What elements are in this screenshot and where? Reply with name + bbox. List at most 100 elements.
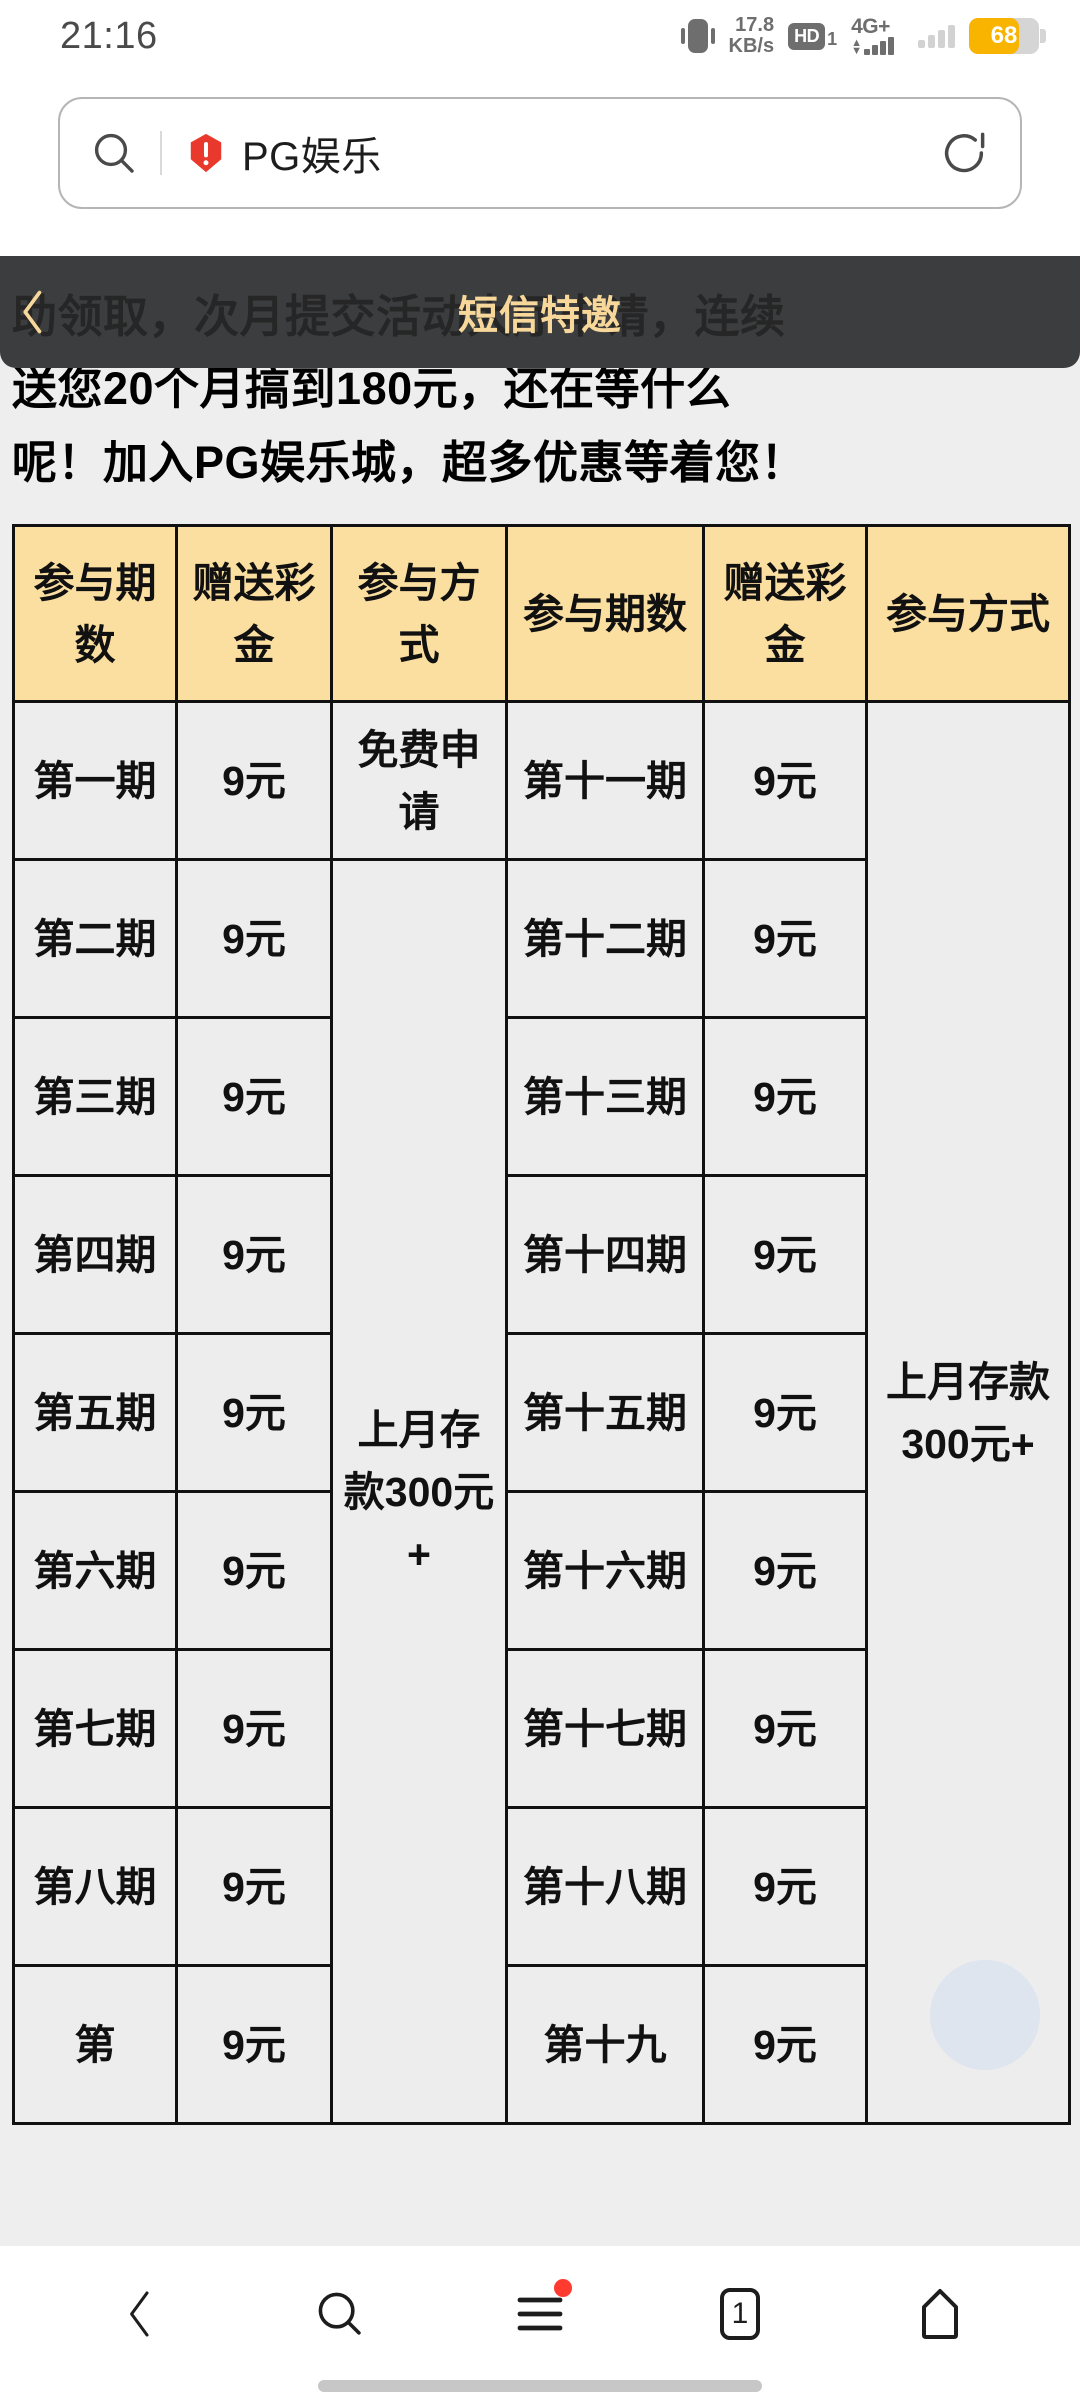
promo-line-3: 呢！加入PG娱乐城，超多优惠等着您！ — [12, 437, 807, 488]
table-body: 第一期 9元 免费申请 第十一期 9元 上月存款300元+ 第二期 9元 上月存… — [12, 700, 1071, 2125]
status-bar: 21:16 17.8 KB/s HD 1 4G+ ▲ ▼ — [0, 0, 1080, 72]
network-speed-value: 17.8 — [735, 14, 775, 36]
cell-period-left: 第七期 — [12, 1648, 178, 1809]
cell-bonus-left: 9元 — [175, 700, 333, 861]
cell-bonus-right: 9元 — [702, 1648, 868, 1809]
promo-line-2: 送您20个月搞到180元，还在等什么 — [12, 363, 732, 414]
cell-period-left: 第一期 — [12, 700, 178, 861]
cell-period-left: 第二期 — [12, 858, 178, 1019]
cell-period-right: 第十三期 — [505, 1016, 705, 1177]
tabs-icon[interactable] — [716, 2284, 764, 2344]
page-header-bar: 助领取，次月提交活动大厅申请，连续 短信特邀 — [0, 256, 1080, 368]
hd-badge-label: HD — [788, 22, 826, 50]
menu-notification-dot — [554, 2279, 572, 2297]
cell-period-right: 第十四期 — [505, 1174, 705, 1335]
cellular-signal-2-icon — [918, 24, 955, 48]
search-divider — [160, 131, 162, 175]
cell-bonus-right: 9元 — [702, 1806, 868, 1967]
col-header-period-right: 参与期数 — [505, 524, 705, 703]
cell-period-right: 第十五期 — [505, 1332, 705, 1493]
cell-bonus-right: 9元 — [702, 1174, 868, 1335]
search-icon[interactable] — [313, 2287, 367, 2341]
cell-period-right: 第十七期 — [505, 1648, 705, 1809]
cell-way-left-free: 免费申请 — [330, 700, 508, 861]
data-transfer-arrows: ▲ ▼ — [851, 37, 862, 57]
battery-percent-label: 68 — [990, 22, 1018, 49]
network-speed: 17.8 KB/s — [729, 15, 775, 57]
search-icon[interactable] — [90, 129, 138, 177]
cell-bonus-left: 9元 — [175, 858, 333, 1019]
cell-bonus-right: 9元 — [702, 858, 868, 1019]
back-chevron-icon[interactable] — [121, 2286, 159, 2342]
nav-tabs-button[interactable]: 1 — [680, 2269, 800, 2359]
promo-table-wrapper: 参与期数 赠送彩金 参与方式 参与期数 赠送彩金 参与方式 第一期 9元 免费申… — [0, 524, 1080, 2125]
cell-way-left-deposit: 上月存款300元+ — [330, 858, 508, 2125]
tabs-count-label: 1 — [731, 2297, 749, 2330]
cell-bonus-right: 9元 — [702, 1490, 868, 1651]
cell-period-left: 第五期 — [12, 1332, 178, 1493]
cell-period-left: 第四期 — [12, 1174, 178, 1335]
cell-bonus-left: 9元 — [175, 1964, 333, 2125]
col-header-bonus-left: 赠送彩金 — [175, 524, 333, 703]
battery-icon: 68 — [969, 18, 1046, 54]
network-type-label: 4G+ — [851, 15, 890, 38]
refresh-icon[interactable] — [938, 127, 990, 179]
cell-bonus-left: 9元 — [175, 1490, 333, 1651]
cell-period-right: 第十六期 — [505, 1490, 705, 1651]
promo-paragraph: 送您20个月搞到180元，还在等什么 呢！加入PG娱乐城，超多优惠等着您！ — [0, 256, 1080, 500]
cell-bonus-right: 9元 — [702, 1016, 868, 1177]
col-header-bonus-right: 赠送彩金 — [702, 524, 868, 703]
webpage-content: 助领取，次月提交活动大厅申请，连续 短信特邀 送您20个月搞到180元，还在等什… — [0, 256, 1080, 2246]
nav-search-button[interactable] — [280, 2269, 400, 2359]
cell-period-right: 第十八期 — [505, 1806, 705, 1967]
way-free-label: 免费申请 — [357, 726, 481, 835]
page-title: 短信特邀 — [458, 294, 622, 338]
cell-bonus-right: 9元 — [702, 700, 868, 861]
nav-back-button[interactable] — [80, 2269, 200, 2359]
hd-volte-icon: HD 1 — [788, 22, 838, 50]
cell-period-left: 第八期 — [12, 1806, 178, 1967]
cell-bonus-left: 9元 — [175, 1648, 333, 1809]
cell-period-left: 第三期 — [12, 1016, 178, 1177]
table-row: 第 9元 第十九 9元 — [12, 1964, 1070, 2125]
cell-bonus-right: 9元 — [702, 1964, 868, 2125]
nav-menu-button[interactable] — [480, 2269, 600, 2359]
table-row: 第三期 9元 第十三期 9元 — [12, 1016, 1070, 1177]
back-chevron-icon[interactable] — [16, 286, 50, 338]
nav-home-button[interactable] — [880, 2269, 1000, 2359]
col-header-period-left: 参与期数 — [12, 524, 178, 703]
table-row: 第六期 9元 第十六期 9元 — [12, 1490, 1070, 1651]
search-bar[interactable]: PG娱乐 — [58, 97, 1022, 209]
cellular-signal-icon: 4G+ ▲ ▼ — [851, 15, 894, 57]
col-header-way-left: 参与方式 — [330, 524, 508, 703]
cell-way-right: 上月存款300元+ — [865, 700, 1071, 2125]
hd-sim-index: 1 — [827, 28, 838, 49]
floating-action-ghost[interactable] — [930, 1960, 1040, 2070]
search-query-text[interactable]: PG娱乐 — [242, 135, 382, 179]
status-icons: 17.8 KB/s HD 1 4G+ ▲ ▼ 68 — [680, 15, 1046, 57]
cell-period-right: 第十二期 — [505, 858, 705, 1019]
cell-bonus-left: 9元 — [175, 1174, 333, 1335]
cell-bonus-left: 9元 — [175, 1332, 333, 1493]
cell-bonus-right: 9元 — [702, 1332, 868, 1493]
cell-period-right: 第十一期 — [505, 700, 705, 861]
cell-bonus-left: 9元 — [175, 1016, 333, 1177]
header-underlying-text: 助领取，次月提交活动大厅申请，连续 — [12, 290, 786, 342]
status-clock: 21:16 — [60, 14, 158, 57]
home-indicator — [318, 2380, 762, 2392]
menu-icon[interactable] — [512, 2292, 568, 2336]
header-back-button[interactable] — [0, 256, 66, 368]
home-icon[interactable] — [916, 2285, 964, 2343]
cell-period-left: 第 — [12, 1964, 178, 2125]
table-row: 第八期 9元 第十八期 9元 — [12, 1806, 1070, 1967]
cell-period-right: 第十九 — [505, 1964, 705, 2125]
table-row: 第七期 9元 第十七期 9元 — [12, 1648, 1070, 1809]
network-speed-unit: KB/s — [728, 35, 775, 57]
cell-bonus-left: 9元 — [175, 1806, 333, 1967]
col-header-way-right: 参与方式 — [865, 524, 1071, 703]
cell-period-left: 第六期 — [12, 1490, 178, 1651]
table-row: 第二期 9元 上月存款300元+ 第十二期 9元 — [12, 858, 1070, 2125]
table-row: 第五期 9元 第十五期 9元 — [12, 1332, 1070, 1493]
vibrate-icon — [680, 19, 715, 53]
